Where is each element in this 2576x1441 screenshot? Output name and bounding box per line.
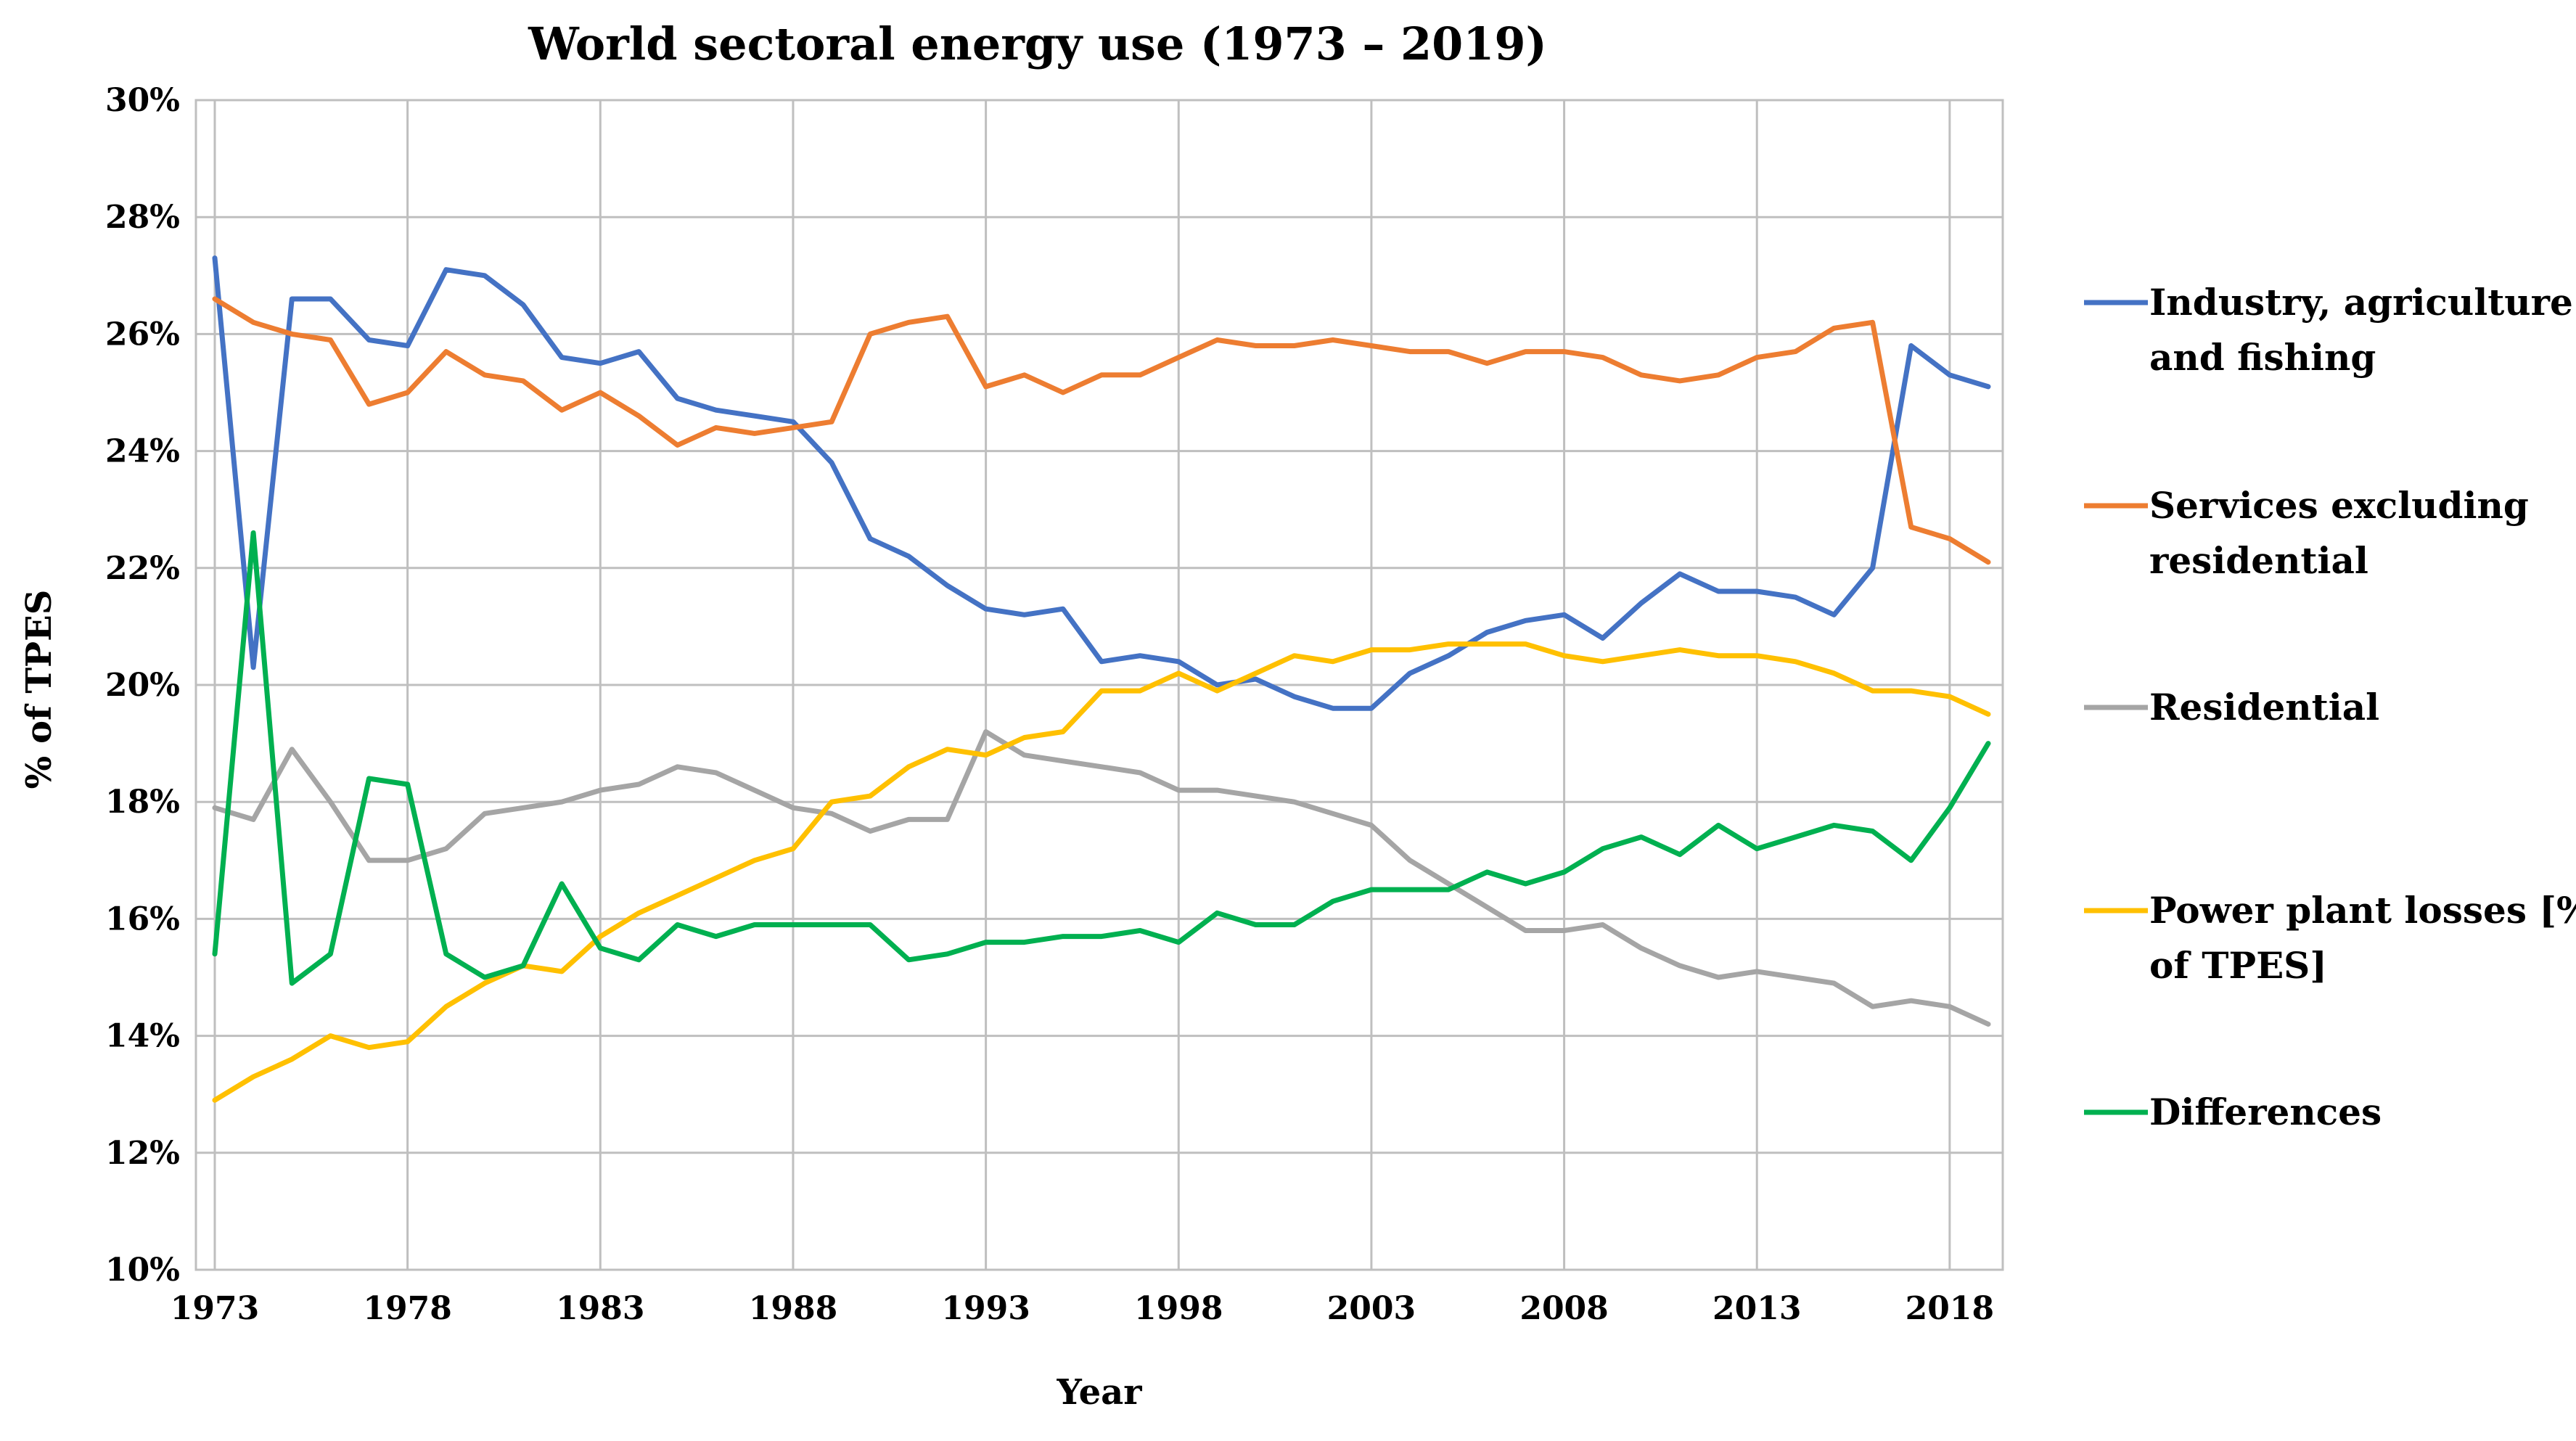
x-tick-label: 1988 [749,1290,837,1327]
legend-label-industry-agriculture-and-fishing: Industry, agriculture [2149,281,2573,324]
x-tick-label: 1983 [556,1290,644,1327]
y-tick-label: 20% [105,667,180,704]
series-line-differences [212,530,1991,986]
y-tick-label: 28% [105,199,180,236]
legend-label-industry-agriculture-and-fishing: and fishing [2149,336,2376,379]
series-line-services-excluding-residential [212,296,1991,565]
x-tick-label: 2013 [1712,1290,1801,1327]
series-line-industry-agriculture-and-fishing [212,255,1991,711]
y-tick-label: 10% [105,1252,180,1289]
y-axis-title: % of TPES [19,590,60,789]
series-lines [212,255,1991,1103]
y-tick-label: 16% [105,900,180,937]
x-tick-label: 1993 [941,1290,1030,1327]
legend-label-services-excluding-residential: Services excluding [2149,484,2529,527]
y-tick-label: 18% [105,784,180,821]
x-tick-label: 1998 [1134,1290,1223,1327]
y-tick-label: 24% [105,433,180,470]
y-tick-label: 26% [105,316,180,353]
legend: Industry, agriculture and fishing Services… [2084,281,2576,1133]
x-tick-label: 2003 [1327,1290,1416,1327]
legend-label-power-plant-losses-of-tpes: of TPES] [2149,944,2327,987]
x-tick-label: 1973 [171,1290,259,1327]
x-tick-label: 2018 [1906,1290,1994,1327]
y-axis-ticks: 10% 12% 14% 16% 18% 20% 22% 24% 26% 28% 30% [105,82,180,1289]
chart-title: World sectoral energy use (1973 – 2019) [528,17,1547,70]
legend-label-residential: Residential [2149,686,2379,728]
plot-area-frame [194,99,2004,1271]
series-line-residential [212,729,1991,1027]
legend-label-differences: Differences [2149,1091,2382,1133]
x-tick-label: 1978 [363,1290,451,1327]
x-axis-ticks: 1973 1978 1983 1988 1993 1998 2003 2008 2013 2018 [171,1290,1994,1327]
legend-label-power-plant-losses-of-tpes: Power plant losses [% [2149,889,2576,932]
y-tick-label: 14% [105,1018,180,1055]
y-tick-label: 22% [105,550,180,587]
x-axis-title: Year [1056,1372,1142,1413]
y-tick-label: 12% [105,1135,180,1172]
y-tick-label: 30% [105,82,180,119]
legend-label-services-excluding-residential: residential [2149,539,2368,582]
x-tick-label: 2008 [1519,1290,1608,1327]
